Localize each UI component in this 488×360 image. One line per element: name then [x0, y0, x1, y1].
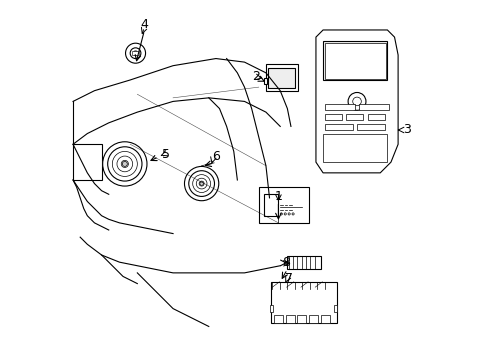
Text: 4: 4 — [140, 18, 148, 31]
Circle shape — [352, 97, 361, 106]
Text: 5: 5 — [162, 148, 169, 161]
Bar — [273, 315, 282, 323]
Circle shape — [121, 160, 128, 167]
Bar — [264, 194, 278, 216]
Bar — [271, 282, 337, 323]
Bar — [323, 134, 386, 162]
Circle shape — [284, 213, 285, 215]
Text: 8: 8 — [282, 256, 289, 269]
Circle shape — [107, 147, 142, 181]
Circle shape — [199, 181, 203, 186]
Circle shape — [347, 93, 365, 111]
Bar — [356, 123, 384, 130]
Bar — [323, 41, 386, 80]
Circle shape — [184, 166, 218, 201]
Circle shape — [122, 161, 127, 166]
Bar — [333, 305, 337, 312]
Text: 7: 7 — [284, 272, 292, 285]
Circle shape — [117, 156, 132, 172]
Bar — [269, 305, 272, 312]
Circle shape — [125, 43, 145, 63]
Bar — [285, 315, 294, 323]
Circle shape — [287, 213, 290, 215]
Bar — [297, 315, 305, 323]
Bar — [265, 64, 298, 91]
Bar — [258, 187, 308, 223]
Bar — [324, 43, 385, 78]
Circle shape — [188, 171, 214, 197]
Circle shape — [291, 213, 294, 215]
Text: 3: 3 — [402, 123, 410, 136]
Bar — [73, 144, 102, 180]
Bar — [320, 315, 329, 323]
Bar — [324, 113, 341, 120]
Circle shape — [280, 213, 282, 215]
Bar — [267, 68, 294, 88]
Bar — [324, 104, 354, 111]
Circle shape — [196, 178, 206, 189]
Text: 2: 2 — [251, 70, 259, 83]
Circle shape — [112, 152, 137, 176]
Circle shape — [192, 175, 210, 193]
Circle shape — [130, 48, 141, 59]
Bar — [367, 113, 384, 120]
Circle shape — [133, 51, 138, 55]
Bar — [287, 256, 321, 269]
Bar — [264, 78, 266, 84]
Bar — [346, 113, 363, 120]
Bar — [324, 123, 352, 130]
Polygon shape — [315, 30, 397, 173]
Text: 1: 1 — [274, 190, 282, 203]
Text: 6: 6 — [212, 150, 220, 163]
Circle shape — [200, 182, 203, 185]
Circle shape — [102, 142, 147, 186]
Bar — [358, 104, 388, 111]
Bar — [308, 315, 317, 323]
Bar — [132, 51, 139, 55]
